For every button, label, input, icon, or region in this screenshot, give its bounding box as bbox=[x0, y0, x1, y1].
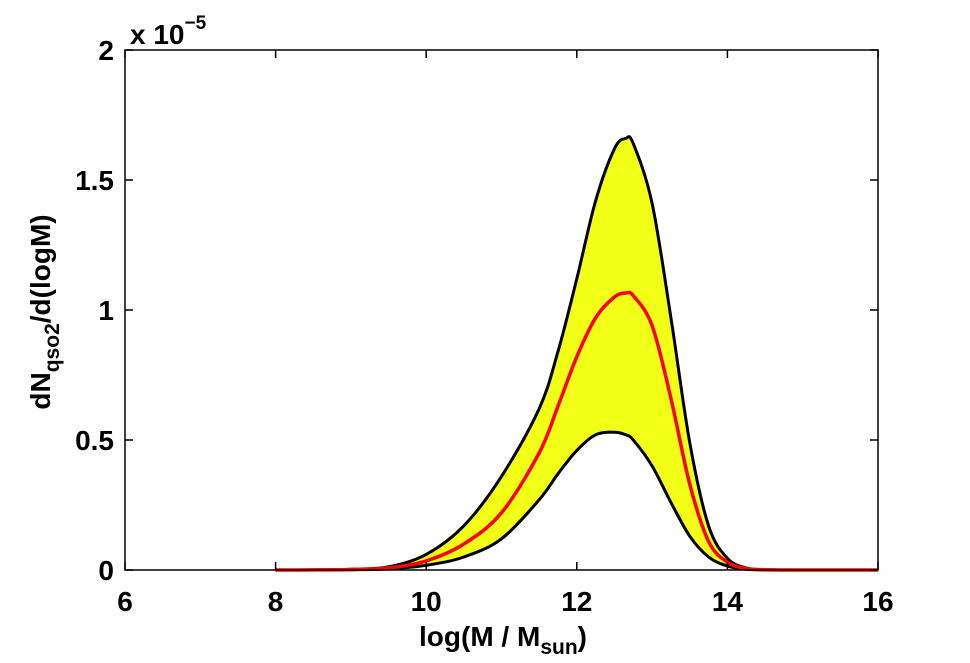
x-tick-label: 6 bbox=[117, 586, 133, 617]
tick-marks bbox=[124, 49, 879, 571]
y-multiplier-base: x 10 bbox=[130, 19, 185, 50]
y-multiplier-exponent: −5 bbox=[185, 13, 207, 34]
x-tick-label: 10 bbox=[411, 586, 442, 617]
x-tick-labels: 6 8 10 12 14 16 bbox=[117, 586, 893, 617]
y-tick-label: 1 bbox=[98, 295, 114, 326]
y-tick-labels: 0 0.5 1 1.5 2 bbox=[75, 35, 114, 586]
upper-bound-line bbox=[275, 135, 878, 572]
y-tick-label: 0 bbox=[98, 555, 114, 586]
y-multiplier: x 10−5 bbox=[130, 13, 207, 50]
x-tick-label: 16 bbox=[862, 586, 893, 617]
y-tick-label: 1.5 bbox=[75, 165, 114, 196]
y-axis-label-rest: /d(logM) bbox=[25, 214, 56, 323]
x-axis-label-close: ) bbox=[578, 621, 587, 652]
y-axis-label: dNqso2/d(logM) bbox=[25, 214, 64, 409]
lower-bound-line bbox=[275, 430, 878, 572]
median-line bbox=[275, 290, 878, 572]
y-axis-label-subscript: qso2 bbox=[41, 323, 64, 372]
x-tick-label: 8 bbox=[268, 586, 284, 617]
x-axis-label: log(M / Msun) bbox=[419, 621, 587, 659]
x-tick-label: 14 bbox=[712, 586, 744, 617]
x-tick-label: 12 bbox=[561, 586, 592, 617]
y-axis-label-main: dN bbox=[25, 372, 56, 409]
y-tick-label: 0.5 bbox=[75, 425, 114, 456]
x-axis-label-subscript: sun bbox=[540, 636, 577, 659]
x-axis-label-main: log(M / M bbox=[419, 621, 540, 652]
y-tick-label: 2 bbox=[98, 35, 114, 66]
